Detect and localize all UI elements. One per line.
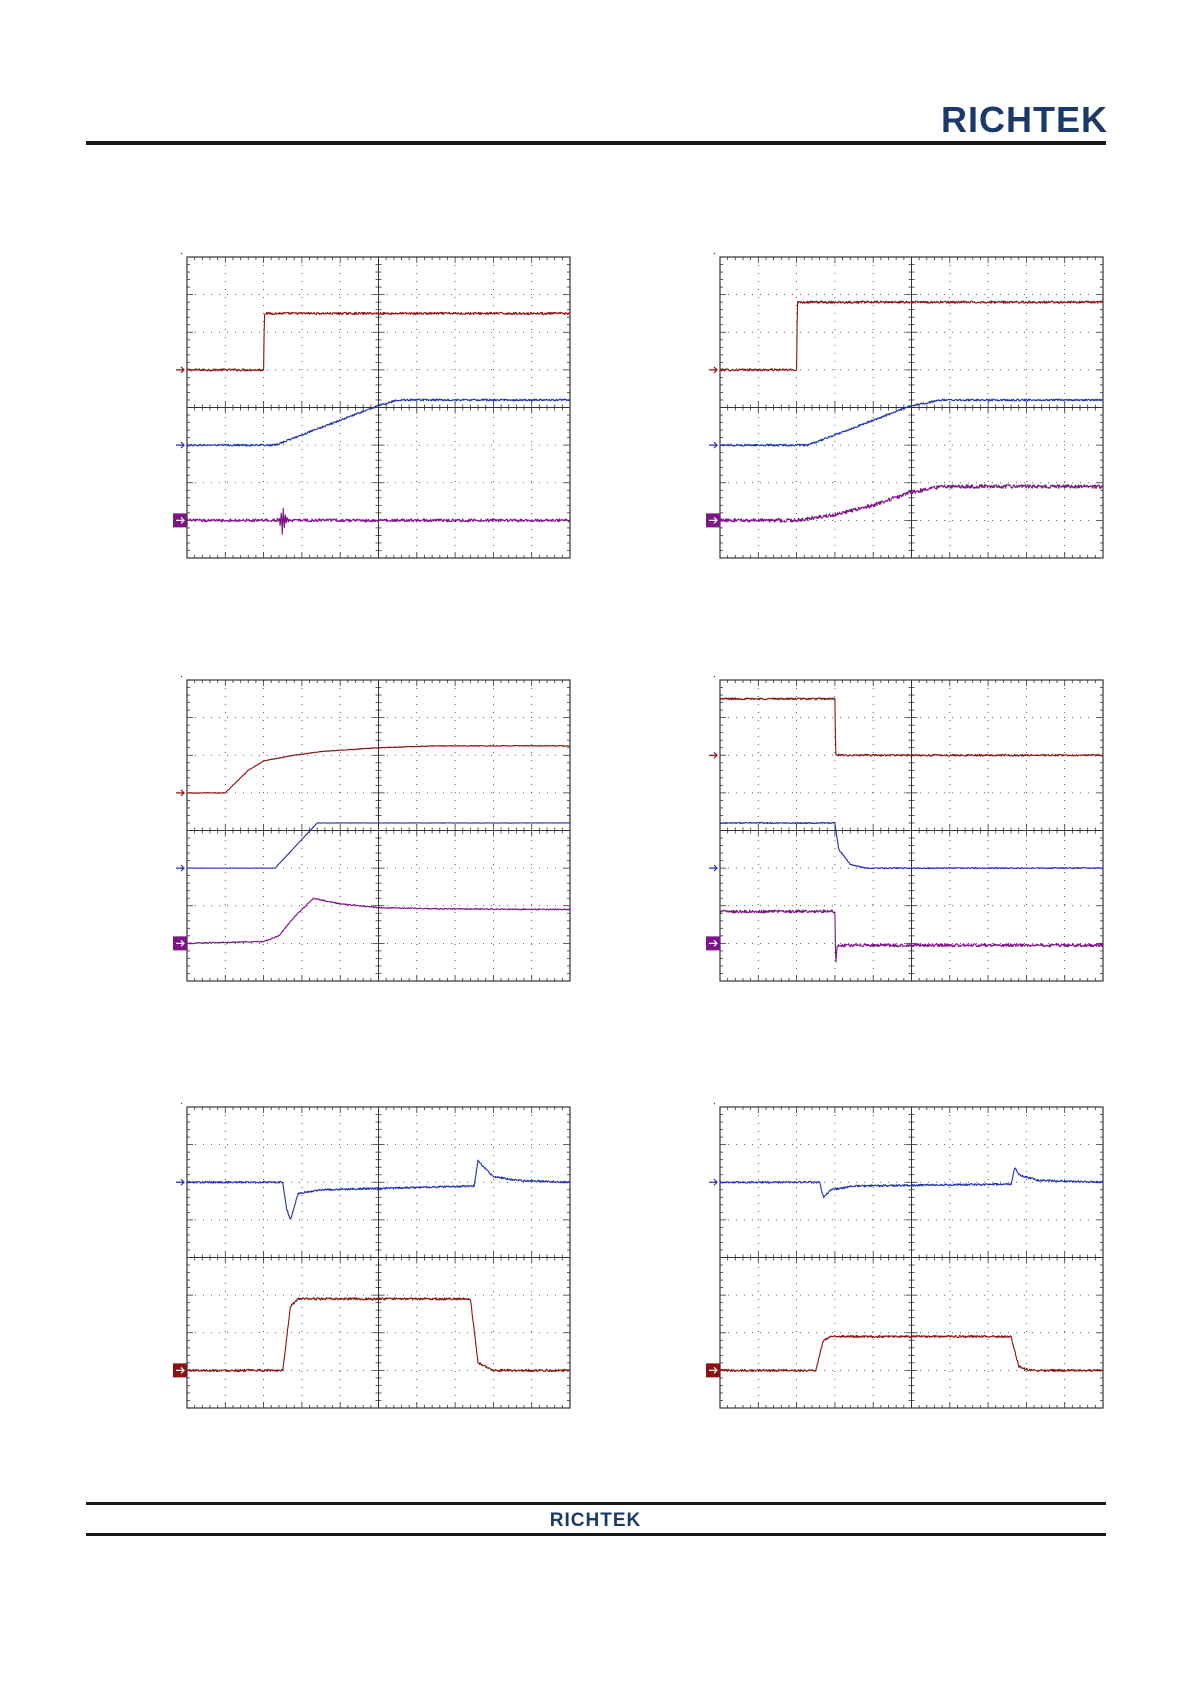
corner-mark — [180, 675, 183, 678]
channel-marker — [709, 1178, 718, 1186]
channel-marker-arrow — [176, 939, 185, 947]
waveform-trace — [719, 1334, 1104, 1373]
corner-mark — [180, 1102, 183, 1105]
corner-mark — [713, 1102, 716, 1105]
channel-marker-arrow — [176, 1366, 185, 1374]
scope-grid — [713, 252, 1104, 559]
scope-grid — [713, 1102, 1104, 1409]
channel-marker-arrow — [709, 1366, 718, 1374]
waveform-trace — [719, 398, 1104, 447]
corner-mark — [180, 252, 183, 255]
footer-rule-bottom — [86, 1533, 1106, 1536]
richtek-logo-footer: RICHTEK — [549, 1510, 642, 1531]
corner-mark — [713, 252, 716, 255]
waveform-chart-6 — [706, 1102, 1104, 1409]
channel-marker-arrow — [709, 516, 718, 524]
footer-rule-top — [86, 1502, 1106, 1505]
waveform-chart-1 — [173, 252, 571, 559]
waveform-chart-5 — [173, 1102, 571, 1409]
waveform-trace — [186, 398, 571, 447]
channel-marker — [709, 751, 718, 759]
scope-frame — [719, 1106, 1104, 1409]
scope-grid — [180, 675, 571, 982]
header-rule — [86, 141, 1106, 145]
scope-grid — [180, 1102, 571, 1409]
waveform-chart-4 — [706, 675, 1104, 982]
waveform-trace — [186, 897, 571, 945]
waveform-trace — [186, 507, 571, 535]
channel-marker — [709, 441, 718, 449]
waveform-trace — [186, 822, 571, 869]
waveform-chart-2 — [706, 252, 1104, 559]
scope-frame — [186, 256, 571, 559]
waveform-trace — [719, 1167, 1104, 1199]
scope-frame — [719, 256, 1104, 559]
waveform-trace — [719, 821, 1104, 870]
scope-frame — [186, 1106, 571, 1409]
channel-marker — [176, 864, 185, 872]
richtek-logo-header: RICHTEK — [941, 99, 1108, 140]
corner-mark — [713, 675, 716, 678]
channel-marker — [176, 366, 185, 374]
waveform-trace — [186, 311, 571, 372]
channel-marker-arrow — [176, 516, 185, 524]
channel-marker — [709, 366, 718, 374]
waveform-trace — [719, 300, 1104, 372]
waveform-trace — [719, 697, 1104, 757]
scope-grid — [713, 675, 1104, 982]
channel-marker — [709, 864, 718, 872]
waveform-trace — [186, 1297, 571, 1373]
waveform-trace — [186, 1159, 571, 1220]
waveform-trace — [719, 909, 1104, 963]
scope-grid — [180, 252, 571, 559]
channel-marker — [176, 441, 185, 449]
waveform-trace — [186, 744, 571, 794]
scope-frame — [719, 679, 1104, 982]
channel-marker — [176, 789, 185, 797]
channel-marker-arrow — [709, 939, 718, 947]
channel-marker — [176, 1178, 185, 1186]
scope-frame — [186, 679, 571, 982]
waveform-trace — [719, 484, 1104, 523]
waveform-chart-3 — [173, 675, 571, 982]
